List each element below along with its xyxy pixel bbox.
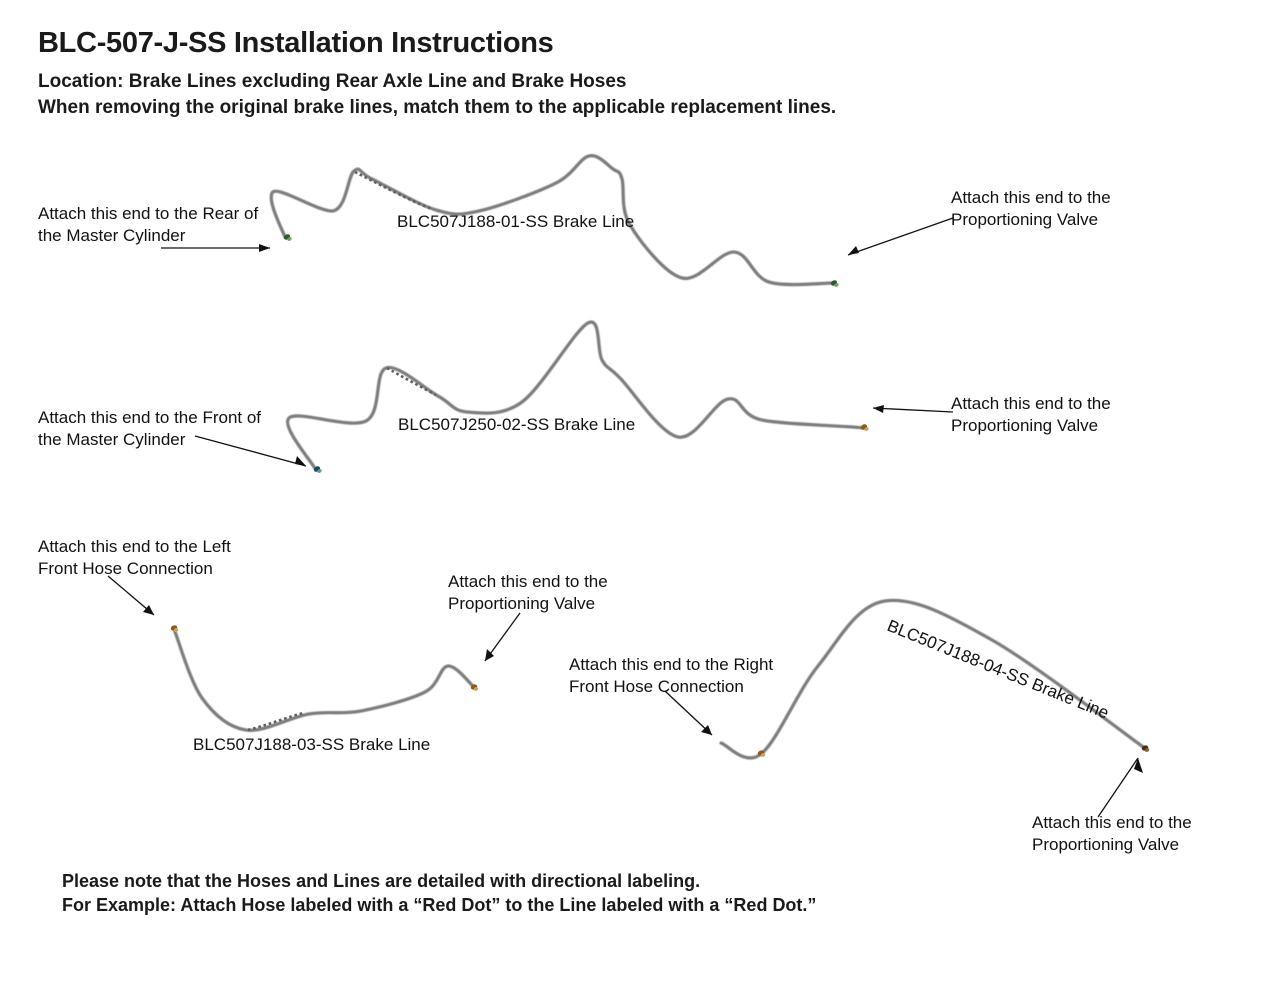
svg-text:BLC507J188-04-SS Brake Line: BLC507J188-04-SS Brake Line bbox=[885, 616, 1112, 722]
